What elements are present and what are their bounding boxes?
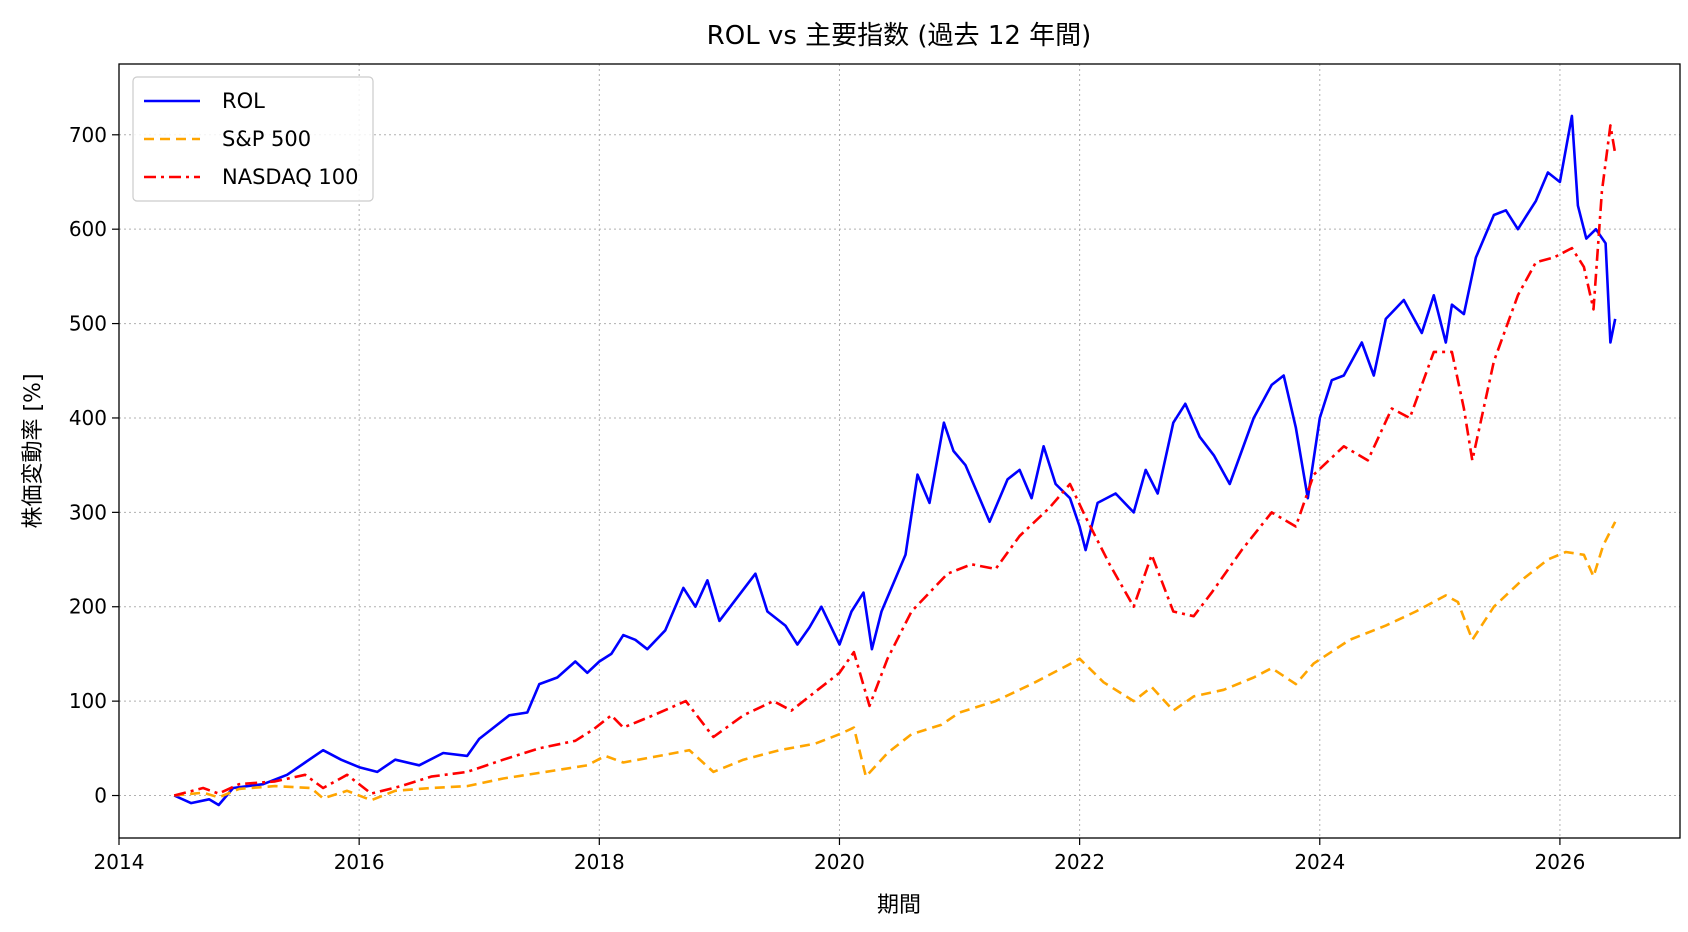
y-tick-label: 600: [69, 217, 107, 241]
y-axis: 0 100 200 300 400 500 600 700: [69, 123, 119, 808]
x-tick-label: 2026: [1534, 850, 1585, 874]
legend-box: [132, 76, 374, 202]
x-tick-label: 2018: [574, 850, 625, 874]
y-tick-label: 100: [69, 689, 107, 713]
x-axis-label: 期間: [877, 893, 921, 918]
series-line-1: [174, 521, 1617, 802]
series-line-0: [173, 114, 1617, 807]
x-tick-label: 2022: [1054, 850, 1105, 874]
x-tick-label: 2024: [1294, 850, 1345, 874]
legend-entry: S&P 500: [222, 127, 311, 151]
legend: ROL S&P 500 NASDAQ 100: [132, 76, 374, 202]
y-tick-label: 700: [69, 123, 107, 147]
series-line-2: [173, 124, 1617, 797]
y-tick-label: 0: [94, 784, 107, 808]
legend-entry: NASDAQ 100: [222, 165, 359, 189]
series-layer: [173, 114, 1617, 807]
x-tick-label: 2016: [334, 850, 385, 874]
y-axis-label: 株価変動率 [%]: [21, 373, 46, 528]
y-tick-label: 400: [69, 406, 107, 430]
x-tick-label: 2020: [814, 850, 865, 874]
legend-entry: ROL: [222, 89, 265, 113]
y-tick-label: 200: [69, 595, 107, 619]
x-axis: 2014 2016 2018 2020 2022 2024 2026: [94, 838, 1585, 874]
y-tick-label: 300: [69, 500, 107, 524]
grid: [118, 64, 1680, 838]
chart-title: ROL vs 主要指数 (過去 12 年間): [707, 21, 1092, 51]
plot-frame: [118, 63, 1681, 839]
y-tick-label: 500: [69, 312, 107, 336]
x-tick-label: 2014: [94, 850, 145, 874]
